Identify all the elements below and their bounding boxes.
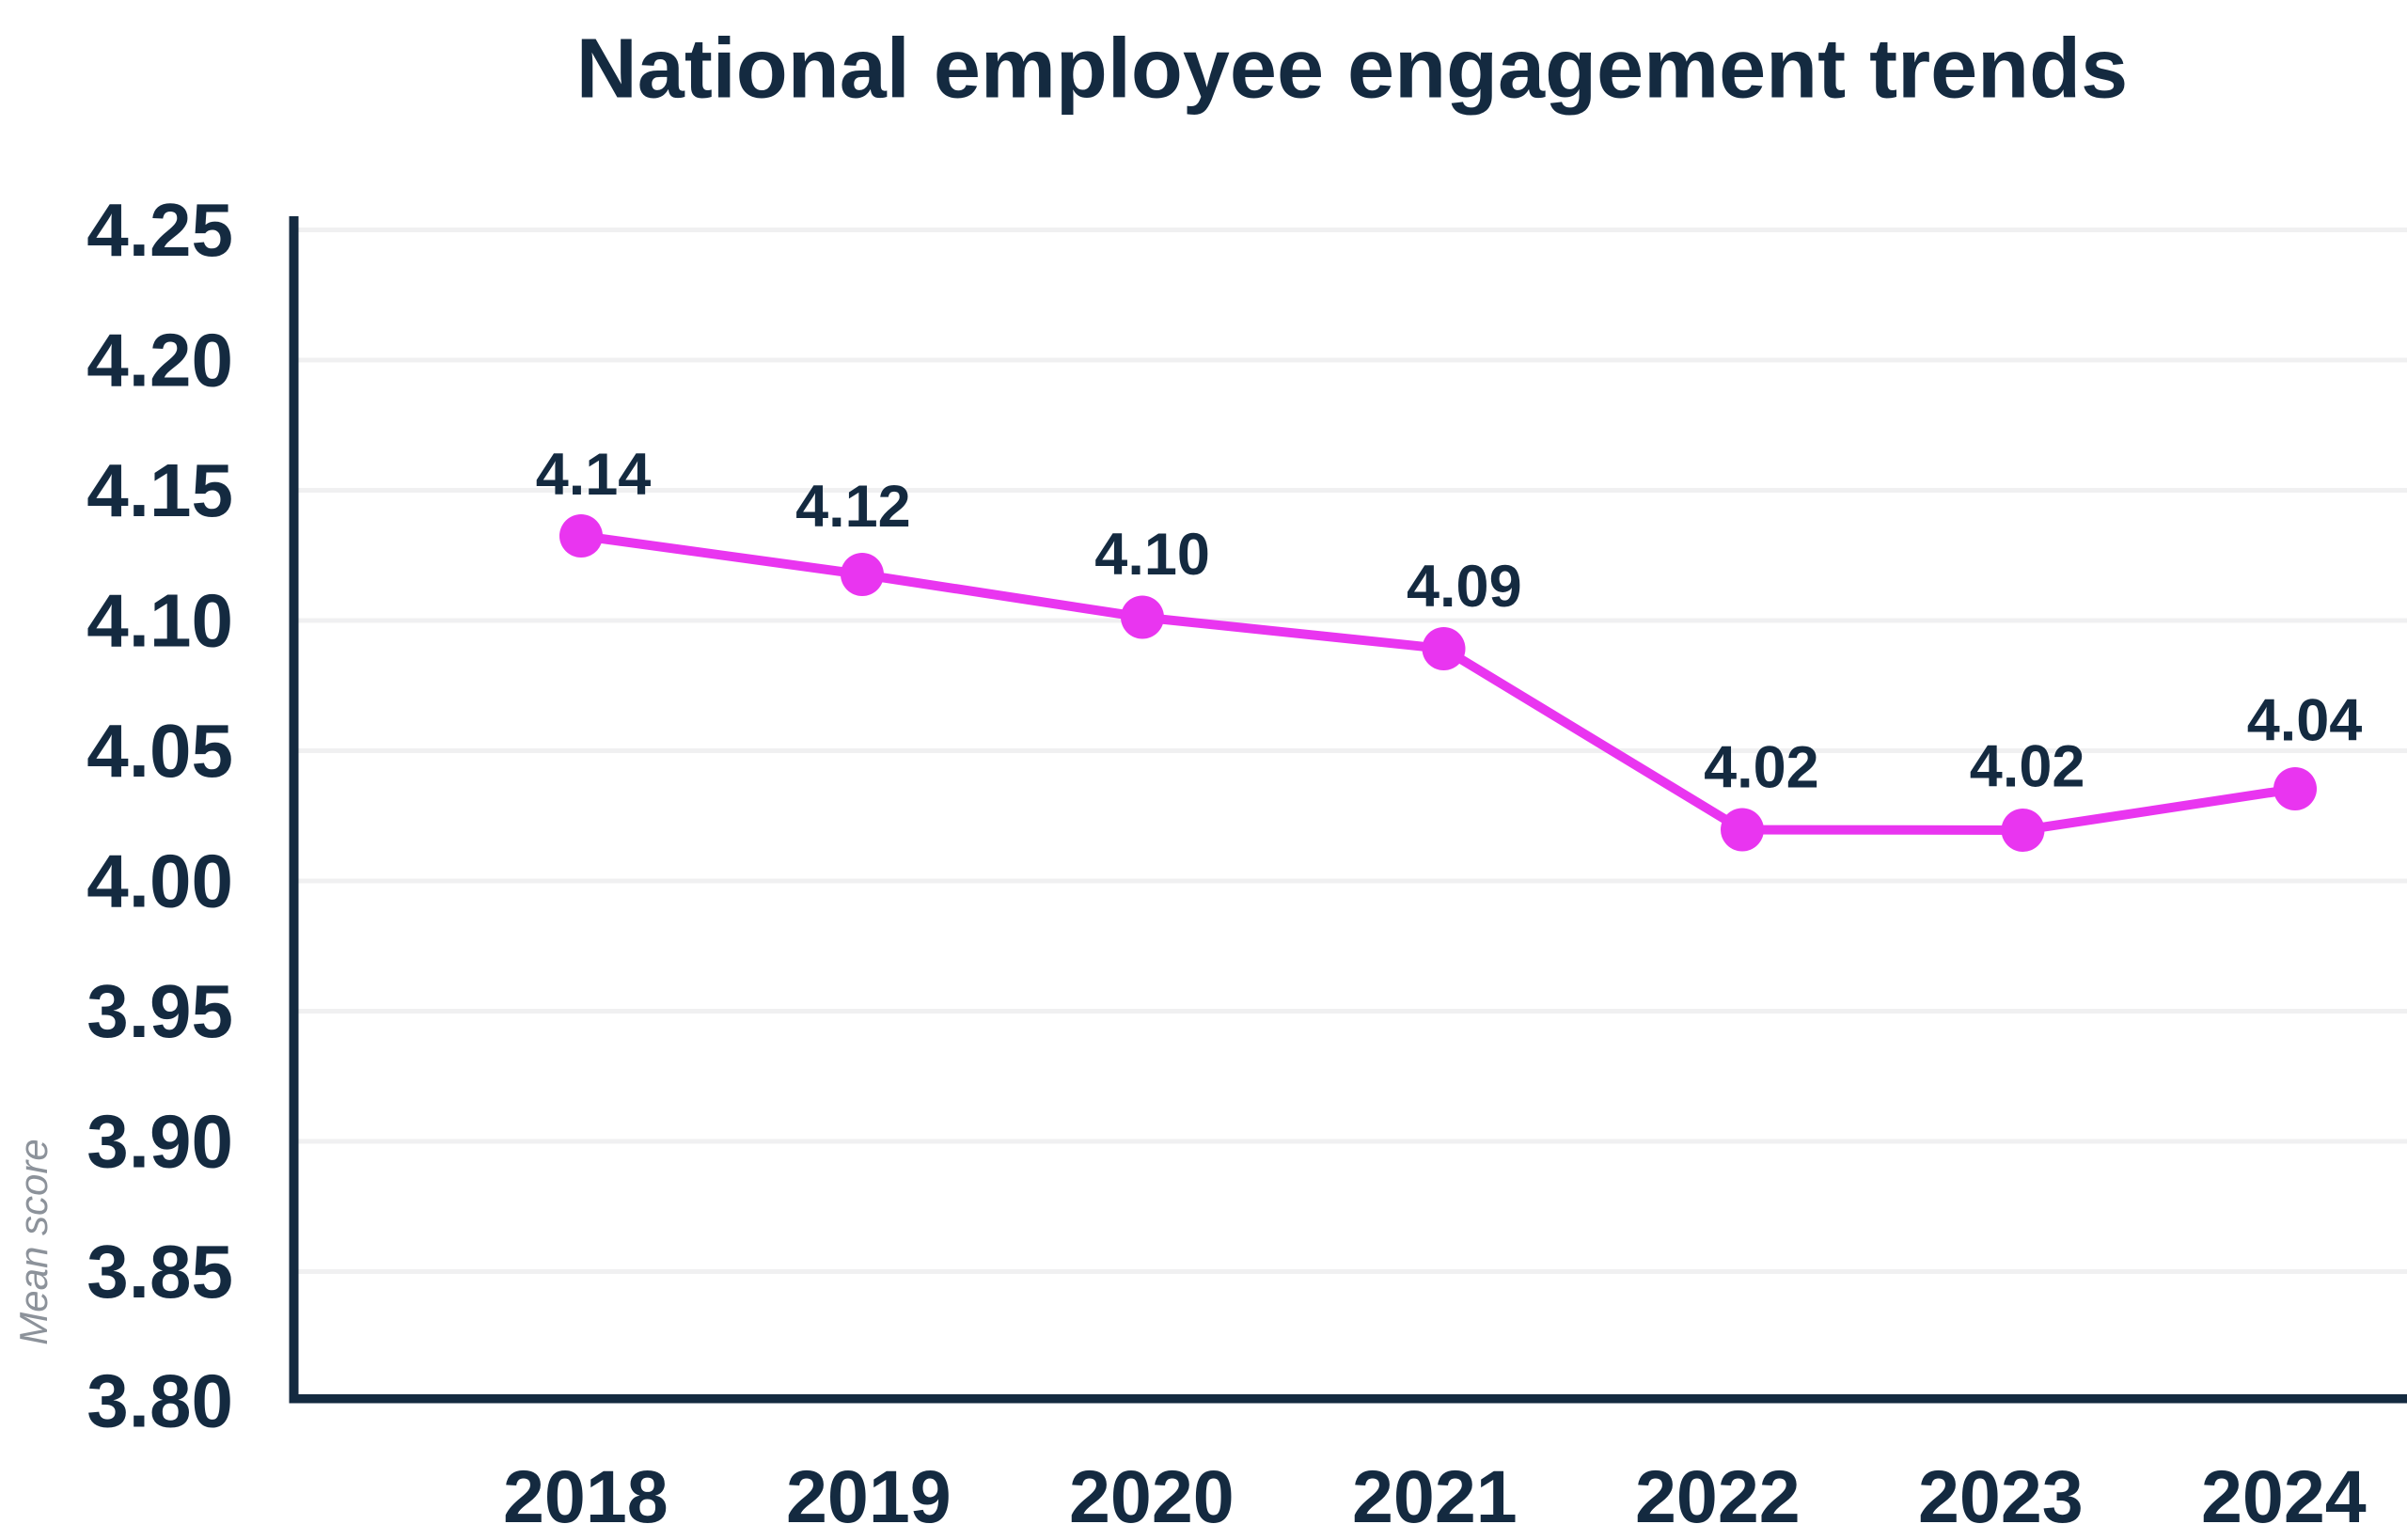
svg-text:4.25: 4.25 — [87, 188, 233, 272]
svg-text:2023: 2023 — [1918, 1454, 2084, 1538]
svg-text:4.10: 4.10 — [1094, 522, 1210, 588]
svg-text:4.05: 4.05 — [87, 709, 233, 793]
svg-text:4.02: 4.02 — [1704, 735, 1819, 801]
svg-text:2021: 2021 — [1352, 1454, 1518, 1538]
svg-text:3.80: 3.80 — [87, 1359, 233, 1443]
svg-text:3.90: 3.90 — [87, 1100, 233, 1184]
svg-text:National employee engagement t: National employee engagement trends — [576, 23, 2128, 117]
svg-text:Mean score: Mean score — [11, 1139, 55, 1344]
svg-text:4.09: 4.09 — [1407, 554, 1522, 620]
svg-text:2024: 2024 — [2201, 1454, 2367, 1538]
svg-text:4.10: 4.10 — [87, 579, 233, 663]
svg-text:3.95: 3.95 — [87, 969, 233, 1053]
svg-text:4.00: 4.00 — [87, 840, 233, 923]
svg-text:2019: 2019 — [786, 1454, 952, 1538]
svg-text:4.12: 4.12 — [795, 474, 911, 540]
svg-text:4.04: 4.04 — [2247, 688, 2363, 754]
svg-text:4.14: 4.14 — [536, 442, 652, 508]
svg-text:4.15: 4.15 — [87, 448, 233, 532]
svg-text:2020: 2020 — [1069, 1454, 1235, 1538]
svg-text:4.20: 4.20 — [87, 319, 233, 402]
svg-text:3.85: 3.85 — [87, 1230, 233, 1313]
svg-text:4.02: 4.02 — [1970, 734, 2085, 800]
svg-text:2018: 2018 — [503, 1454, 669, 1538]
svg-text:2022: 2022 — [1635, 1454, 1801, 1538]
